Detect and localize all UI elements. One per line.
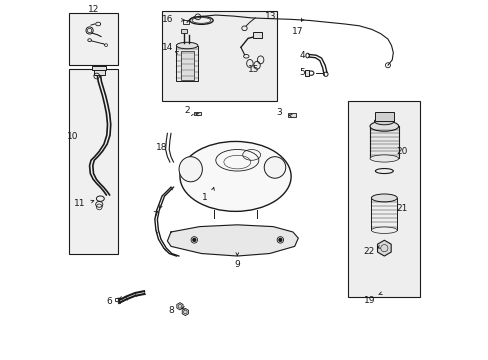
- Ellipse shape: [180, 141, 290, 211]
- Bar: [194, 112, 201, 116]
- Text: 3: 3: [276, 108, 282, 117]
- Bar: [180, 29, 187, 33]
- Bar: [305, 70, 308, 76]
- Text: 9: 9: [234, 260, 240, 269]
- Bar: [287, 113, 296, 117]
- Bar: [69, 13, 118, 65]
- Ellipse shape: [371, 227, 396, 233]
- Text: 8: 8: [168, 306, 174, 315]
- Bar: [115, 298, 119, 301]
- Bar: [348, 101, 419, 297]
- Text: 15: 15: [248, 65, 260, 74]
- Ellipse shape: [369, 155, 398, 162]
- Ellipse shape: [179, 157, 202, 182]
- Bar: [374, 112, 393, 121]
- Ellipse shape: [264, 157, 285, 178]
- Text: 6: 6: [106, 297, 112, 306]
- Text: 4: 4: [299, 51, 304, 60]
- Bar: [93, 69, 105, 75]
- Bar: [92, 66, 106, 69]
- Text: 19: 19: [364, 296, 375, 305]
- Bar: [253, 32, 262, 39]
- Circle shape: [278, 238, 281, 241]
- Text: 10: 10: [66, 132, 78, 141]
- Circle shape: [192, 238, 195, 241]
- Text: 16: 16: [162, 15, 173, 24]
- Bar: [371, 198, 396, 230]
- Ellipse shape: [374, 118, 393, 125]
- Text: 11: 11: [74, 199, 85, 208]
- Bar: [162, 12, 276, 101]
- Text: 5: 5: [298, 68, 304, 77]
- Text: 14: 14: [162, 43, 173, 52]
- Ellipse shape: [369, 121, 398, 131]
- Bar: [176, 45, 198, 81]
- Text: 12: 12: [88, 5, 100, 14]
- Text: 21: 21: [396, 204, 407, 213]
- Bar: [183, 20, 188, 24]
- Bar: [69, 69, 118, 253]
- Text: 13: 13: [264, 12, 276, 21]
- Text: 18: 18: [155, 143, 167, 152]
- Polygon shape: [167, 225, 298, 256]
- Text: 2: 2: [184, 106, 189, 115]
- Bar: [180, 51, 193, 80]
- Bar: [369, 126, 398, 158]
- Ellipse shape: [371, 194, 396, 202]
- Text: 20: 20: [396, 147, 407, 156]
- Ellipse shape: [176, 42, 198, 49]
- Text: 1: 1: [202, 193, 207, 202]
- Text: 7: 7: [152, 211, 158, 220]
- Text: 17: 17: [291, 27, 303, 36]
- Text: 22: 22: [363, 247, 374, 256]
